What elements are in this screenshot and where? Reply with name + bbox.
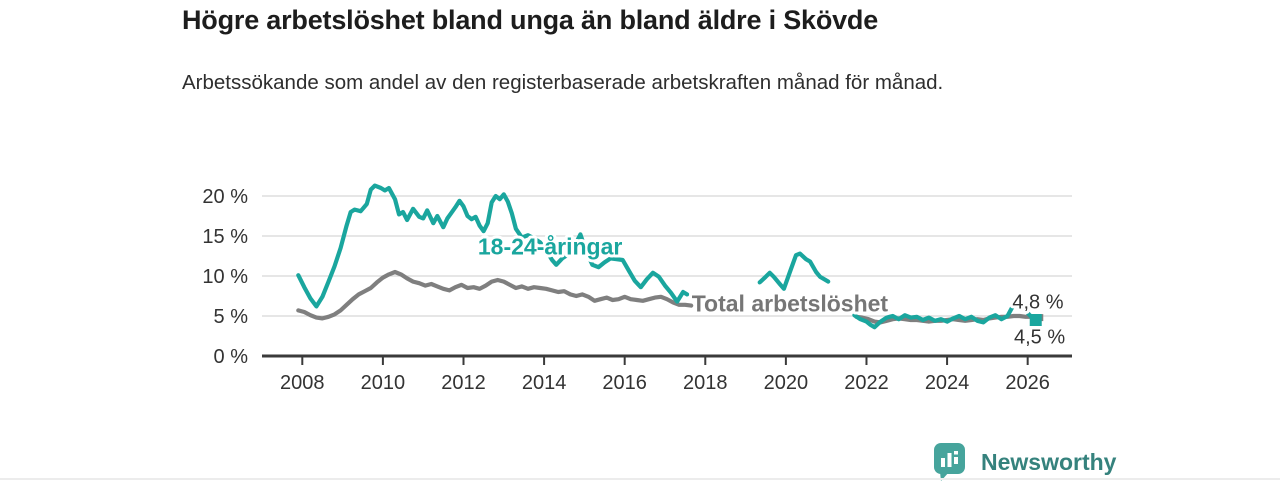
x-tick-label: 2026 — [1005, 372, 1050, 394]
y-tick-label: 15 % — [202, 226, 248, 248]
x-tick-label: 2018 — [683, 372, 728, 394]
x-tick-label: 2010 — [361, 372, 406, 394]
series-line-18-24-ringar — [852, 297, 1038, 330]
annotation-label: Total arbetslöshet — [692, 290, 889, 316]
y-tick-label: 20 % — [202, 186, 248, 208]
x-tick-label: 2016 — [602, 372, 647, 394]
series-line-total-arbetsl-shet — [296, 269, 694, 321]
x-tick-label: 2020 — [764, 372, 809, 394]
series-line-18-24-ringar — [757, 251, 831, 291]
chart-subtitle: Arbetssökande som andel av den registerb… — [182, 71, 944, 94]
end-marker-18-24-ringar — [1029, 314, 1042, 326]
x-tick-label: 2014 — [522, 372, 567, 394]
bar-chart-speech-bubble-icon — [934, 443, 965, 481]
series-line-18-24-ringar — [296, 183, 690, 309]
newsworthy-logo[interactable]: Newsworthy — [931, 442, 1116, 482]
footer-divider — [0, 478, 1280, 480]
annotation-label: 4,8 % — [1012, 292, 1063, 314]
y-tick-label: 10 % — [202, 266, 248, 288]
y-tick-label: 0 % — [214, 346, 249, 368]
annotation-label: 18-24-åringar — [478, 233, 623, 259]
x-tick-label: 2024 — [925, 372, 970, 394]
chart-title: Högre arbetslöshet bland unga än bland ä… — [182, 5, 879, 35]
x-tick-label: 2012 — [441, 372, 486, 394]
brand-name: Newsworthy — [981, 448, 1117, 475]
y-tick-label: 5 % — [214, 306, 249, 328]
annotation-label: 4,5 % — [1014, 326, 1065, 348]
x-tick-label: 2022 — [844, 372, 889, 394]
x-tick-label: 2008 — [280, 372, 325, 394]
